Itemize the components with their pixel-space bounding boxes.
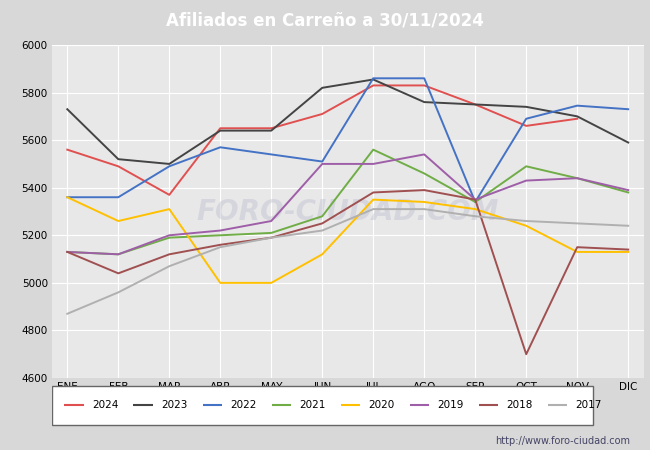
- Text: 2022: 2022: [230, 400, 257, 410]
- Text: 2017: 2017: [575, 400, 602, 410]
- Text: 2019: 2019: [437, 400, 463, 410]
- Text: 2021: 2021: [299, 400, 326, 410]
- Text: 2023: 2023: [161, 400, 187, 410]
- Text: 2024: 2024: [92, 400, 118, 410]
- Text: Afiliados en Carreño a 30/11/2024: Afiliados en Carreño a 30/11/2024: [166, 11, 484, 29]
- Text: 2018: 2018: [506, 400, 533, 410]
- FancyBboxPatch shape: [52, 386, 593, 425]
- Text: 2020: 2020: [369, 400, 395, 410]
- Text: FORO-CIUDAD.COM: FORO-CIUDAD.COM: [196, 198, 499, 225]
- Text: http://www.foro-ciudad.com: http://www.foro-ciudad.com: [495, 436, 630, 446]
